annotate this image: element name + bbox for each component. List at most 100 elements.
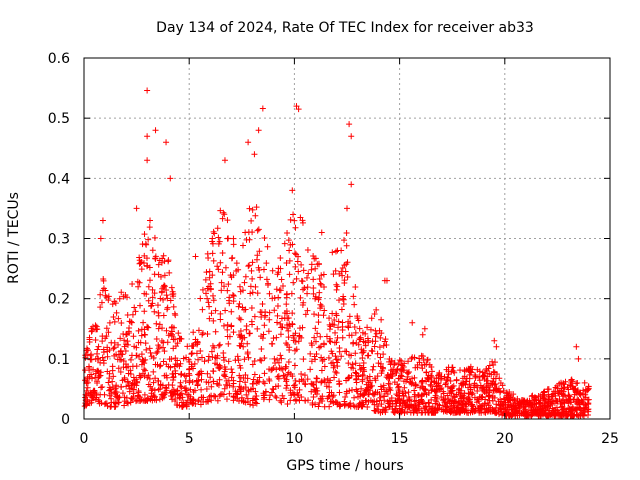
data-point xyxy=(380,351,387,358)
data-point xyxy=(204,250,211,257)
data-point xyxy=(151,234,158,241)
data-point xyxy=(111,389,118,396)
data-point xyxy=(202,290,209,297)
data-point xyxy=(410,409,417,416)
data-point xyxy=(582,391,589,398)
data-point xyxy=(195,397,202,404)
data-point xyxy=(110,373,117,380)
data-point xyxy=(168,355,175,362)
data-point xyxy=(261,394,268,401)
data-point xyxy=(160,252,167,259)
data-point xyxy=(315,319,322,326)
data-point xyxy=(186,365,193,372)
data-point xyxy=(250,380,257,387)
data-point xyxy=(393,369,400,376)
data-point xyxy=(215,364,222,371)
data-point xyxy=(160,296,167,303)
data-point xyxy=(83,345,90,352)
data-point xyxy=(198,368,205,375)
data-point xyxy=(427,381,434,388)
data-point xyxy=(539,395,546,402)
data-point xyxy=(402,378,409,385)
data-point xyxy=(244,395,251,402)
data-point xyxy=(568,412,575,419)
data-point xyxy=(474,388,481,395)
data-point xyxy=(84,351,91,358)
data-point xyxy=(260,331,267,338)
data-point xyxy=(155,378,162,385)
data-point xyxy=(291,250,298,257)
data-point xyxy=(230,329,237,336)
data-point xyxy=(492,381,499,388)
data-point xyxy=(285,359,292,366)
data-point xyxy=(375,402,382,409)
data-point xyxy=(137,339,144,346)
data-point xyxy=(308,380,315,387)
data-point xyxy=(157,362,164,369)
data-point xyxy=(458,405,465,412)
data-point xyxy=(259,301,266,308)
data-point xyxy=(106,319,113,326)
data-point xyxy=(275,373,282,380)
data-point xyxy=(241,356,248,363)
data-point xyxy=(225,297,232,304)
data-point xyxy=(141,326,148,333)
data-point xyxy=(179,403,186,410)
data-point xyxy=(124,312,131,319)
data-point xyxy=(278,399,285,406)
data-point xyxy=(150,368,157,375)
data-point xyxy=(584,387,591,394)
data-point xyxy=(298,394,305,401)
data-point xyxy=(188,351,195,358)
data-point xyxy=(374,373,381,380)
data-point xyxy=(318,378,325,385)
data-point xyxy=(345,324,352,331)
data-point xyxy=(161,282,168,289)
data-point xyxy=(111,344,118,351)
data-point xyxy=(113,382,120,389)
data-point xyxy=(378,370,385,377)
data-point xyxy=(400,364,407,371)
data-point xyxy=(279,392,286,399)
data-point xyxy=(560,388,567,395)
data-point xyxy=(150,392,157,399)
data-point xyxy=(178,383,185,390)
data-point xyxy=(442,381,449,388)
data-point xyxy=(158,259,165,266)
data-point xyxy=(208,383,215,390)
data-point xyxy=(222,264,229,271)
data-point xyxy=(239,304,246,311)
data-point xyxy=(371,343,378,350)
data-point xyxy=(386,380,393,387)
data-point xyxy=(215,266,222,273)
data-point xyxy=(89,327,96,334)
data-point xyxy=(303,274,310,281)
data-point xyxy=(286,347,293,354)
data-point xyxy=(449,364,456,371)
data-point xyxy=(332,248,339,255)
data-point xyxy=(491,337,498,344)
data-point xyxy=(149,286,156,293)
data-point xyxy=(209,272,216,279)
data-point xyxy=(411,374,418,381)
data-point xyxy=(189,400,196,407)
data-point xyxy=(395,361,402,368)
data-point xyxy=(371,390,378,397)
data-point xyxy=(187,386,194,393)
data-point xyxy=(244,349,251,356)
data-point xyxy=(184,343,191,350)
data-point xyxy=(338,306,345,313)
data-point xyxy=(186,372,193,379)
data-point xyxy=(413,397,420,404)
data-point xyxy=(164,339,171,346)
data-point xyxy=(450,402,457,409)
data-point xyxy=(226,390,233,397)
data-point xyxy=(176,336,183,343)
data-point xyxy=(229,291,236,298)
data-point xyxy=(159,392,166,399)
data-point xyxy=(141,231,148,238)
data-point xyxy=(203,269,210,276)
data-point xyxy=(585,383,592,390)
data-point xyxy=(183,400,190,407)
data-point xyxy=(377,363,384,370)
